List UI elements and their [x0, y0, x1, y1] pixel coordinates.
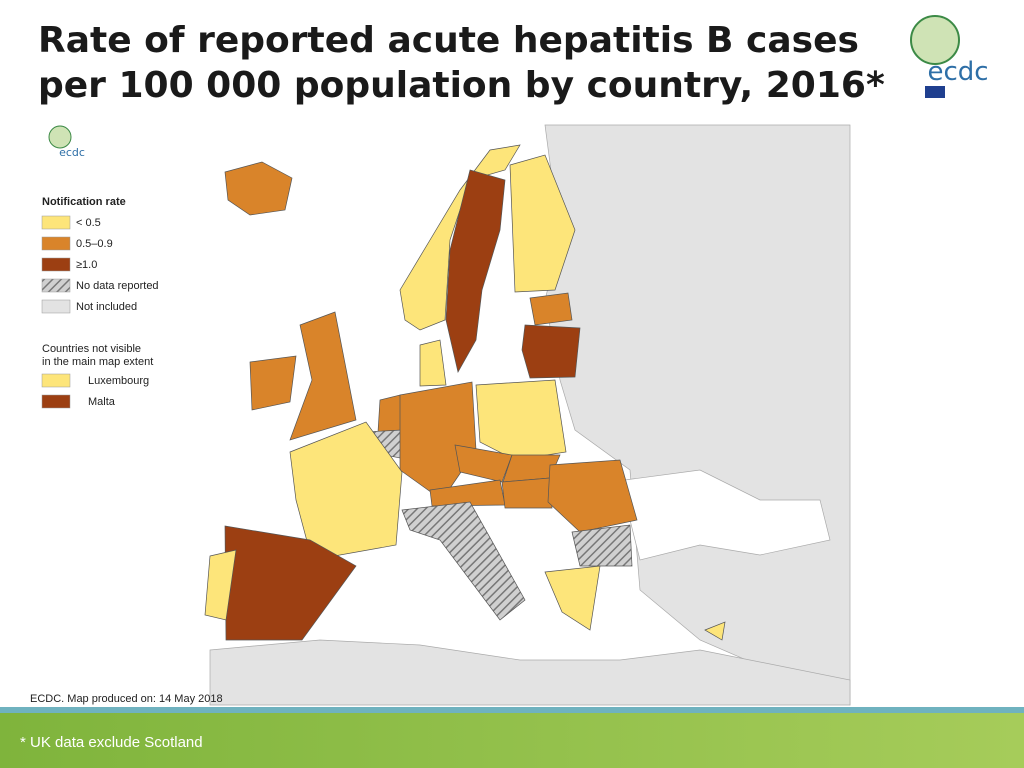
- legend-subtitle: Countries not visible: [42, 343, 141, 355]
- legend-swatch: [41, 299, 71, 314]
- map: ecdc Notification rate < 0.5 0.5–0.9 ≥1.0 N…: [25, 124, 851, 706]
- divider: [0, 707, 1024, 713]
- legend-title: Notification rate: [42, 196, 126, 208]
- legend-label: < 0.5: [76, 217, 101, 229]
- footer-band: [0, 713, 1024, 768]
- map-logo-text: ecdc: [59, 146, 85, 159]
- title: per 100 000 population by country, 2016*: [38, 65, 885, 106]
- legend-label: No data reported: [76, 280, 159, 292]
- logo-text: ecdc: [927, 57, 988, 87]
- legend: < 0.5 0.5–0.9 ≥1.0 No data reported Not incl…: [41, 215, 159, 409]
- legend-label: Malta: [88, 396, 116, 408]
- map-credit: ECDC. Map produced on: 14 May 2018: [30, 693, 223, 705]
- logo: ecdc: [910, 15, 989, 98]
- title: Rate of reported acute hepatitis B cases: [38, 20, 859, 61]
- footnote: * UK data exclude Scotland: [20, 734, 203, 751]
- legend-swatch: [41, 394, 71, 409]
- legend-label: Not included: [76, 301, 137, 313]
- legend-label: Luxembourg: [88, 375, 149, 387]
- legend-swatch: [41, 373, 71, 388]
- legend-swatch: [41, 236, 71, 251]
- legend-swatch: [41, 215, 71, 230]
- legend-label: ≥1.0: [76, 259, 97, 271]
- legend-label: 0.5–0.9: [76, 238, 113, 250]
- legend-swatch: [41, 278, 71, 293]
- map-logo: ecdc: [48, 125, 85, 159]
- legend-swatch: [41, 257, 71, 272]
- legend-subtitle: in the main map extent: [42, 356, 153, 368]
